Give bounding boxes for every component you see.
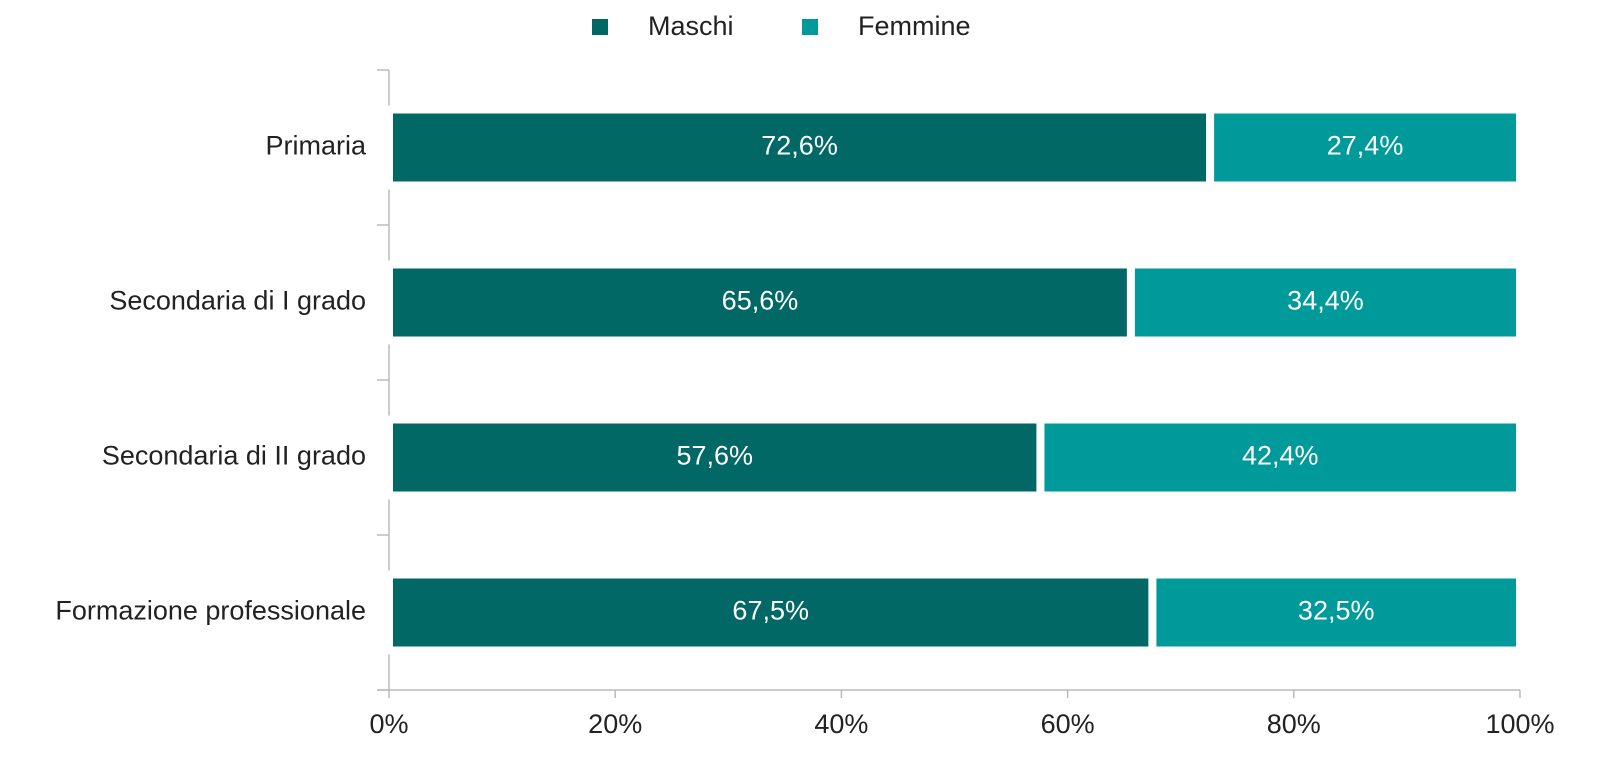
bar-segment [1206, 105, 1524, 190]
legend-label: Maschi [648, 11, 734, 41]
value-label: 72,6% [761, 131, 838, 161]
bar-segment [385, 415, 1045, 500]
x-tick-label: 100% [1485, 709, 1554, 739]
bar-segment [1148, 570, 1525, 655]
y-tick-label: Secondaria di II grado [102, 441, 366, 471]
y-tick-label: Secondaria di I grado [109, 286, 366, 316]
value-label: 42,4% [1242, 441, 1319, 471]
y-tick-label: Primaria [265, 131, 366, 161]
bar-segment [385, 570, 1157, 655]
value-label: 32,5% [1298, 596, 1375, 626]
value-label: 67,5% [732, 596, 809, 626]
legend-label: Femmine [858, 11, 971, 41]
value-label: 57,6% [676, 441, 753, 471]
bar-segment [1126, 260, 1525, 345]
value-label: 27,4% [1327, 131, 1404, 161]
legend-swatch [592, 19, 608, 35]
x-tick-label: 0% [369, 709, 408, 739]
x-tick-label: 80% [1267, 709, 1321, 739]
x-tick-label: 40% [814, 709, 868, 739]
x-tick-label: 60% [1041, 709, 1095, 739]
legend-swatch [802, 19, 818, 35]
value-label: 65,6% [722, 286, 799, 316]
x-tick-label: 20% [588, 709, 642, 739]
value-label: 34,4% [1287, 286, 1364, 316]
y-tick-label: Formazione professionale [55, 596, 366, 626]
bar-segment [1036, 415, 1525, 500]
